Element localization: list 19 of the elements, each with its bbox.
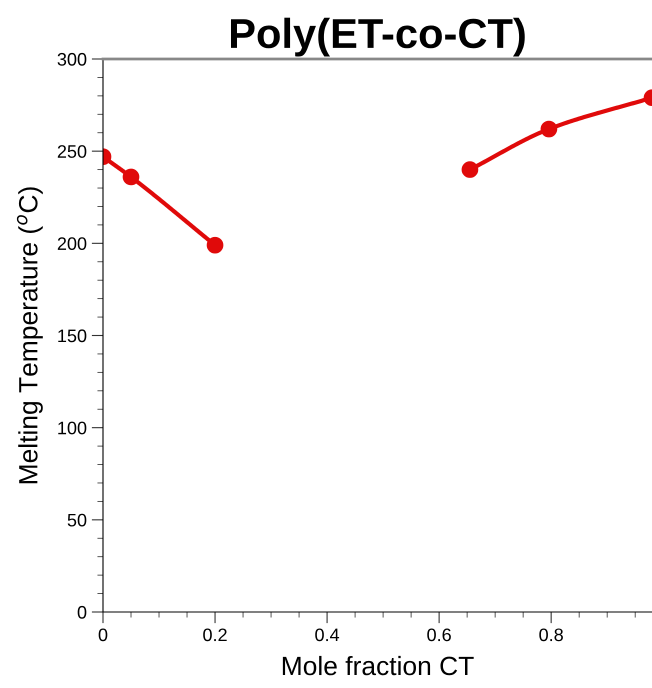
x-tick-label: 0.8: [539, 628, 563, 642]
point: [206, 236, 224, 254]
x-axis-title: Mole fraction CT: [282, 656, 474, 676]
y-tick-label: 250: [58, 145, 86, 158]
y-tick-label: 200: [58, 237, 86, 250]
x-tick-label: 0.4: [315, 628, 340, 642]
x-tick-label: 0.2: [203, 628, 227, 642]
y-tick-label: 300: [58, 52, 86, 66]
y-tick-label: 100: [58, 422, 86, 434]
y-tick-label: 50: [68, 514, 86, 527]
point: [122, 168, 140, 186]
chart-title: Poly(ET-co-CT): [230, 18, 525, 57]
y-tick-label: 150: [58, 329, 86, 342]
point: [540, 120, 558, 138]
x-tick-label: 0.6: [427, 628, 451, 642]
x-tick-label: 0: [98, 628, 108, 642]
y-axis-title: Melting Temperature ($^{o}$C): [16, 187, 43, 484]
point: [462, 161, 478, 178]
y-tick-label: 0: [78, 606, 86, 619]
